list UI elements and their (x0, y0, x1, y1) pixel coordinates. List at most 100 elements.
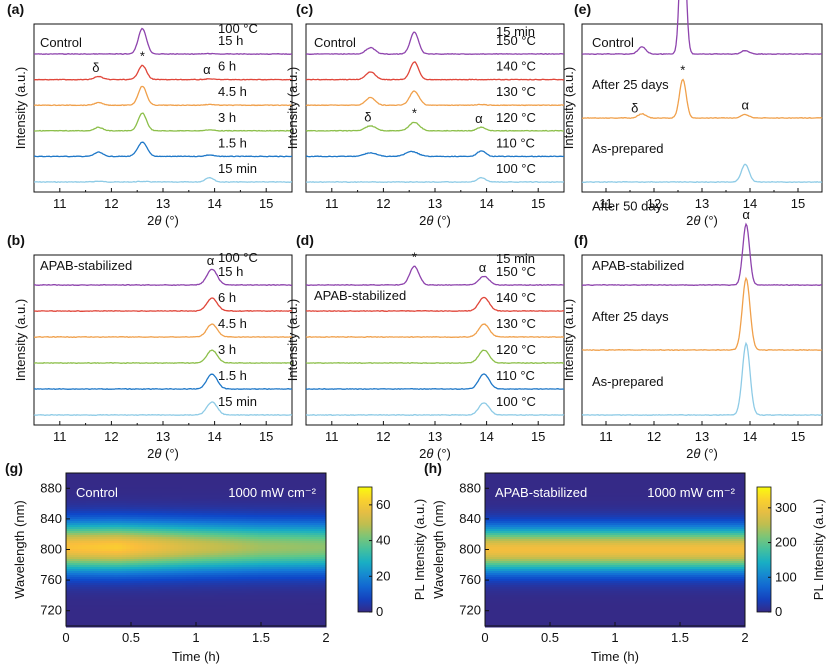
y-tick-label: 720 (459, 603, 481, 618)
x-tick-label: 0 (62, 630, 69, 645)
x-tick-label: 0.5 (541, 630, 559, 645)
heatmap-condition: 1000 mW cm⁻² (228, 485, 316, 500)
series-label: After 50 days (592, 198, 669, 213)
panel-label: (d) (296, 232, 314, 248)
series-label: 4.5 h (218, 84, 247, 99)
trace-as-prepared (581, 163, 823, 184)
y-axis-label: Wavelength (nm) (431, 500, 446, 599)
x-tick-label: 14 (207, 196, 221, 211)
xrd-panel-2: 100 °C 110 °C 120 °C 130 °C 140 °C 150 °C15 m… (285, 1, 565, 228)
series-label: 100 °C (496, 394, 536, 409)
peak-annotation: α (203, 62, 211, 77)
x-tick-label: 11 (599, 196, 613, 211)
x-axis-label: 2θ (°) (419, 446, 451, 461)
peak-annotation: * (412, 249, 417, 264)
x-tick-label: 15 (791, 196, 805, 211)
series-label: 3 h (218, 342, 236, 357)
series-label: 130 °C (496, 84, 536, 99)
trace-140-c (306, 296, 564, 313)
trace-1-5-h (33, 373, 293, 391)
peak-annotation: α (207, 253, 215, 268)
heatmap-condition: 1000 mW cm⁻² (647, 485, 735, 500)
trace-130-c (305, 323, 564, 339)
series-label: 6 h (218, 59, 236, 74)
colorbar-tick-label: 60 (376, 497, 390, 512)
panel-title: APAB-stabilized (40, 258, 132, 273)
xrd-panel-5: As-prepared After 25 days After 50 days APA… (561, 198, 823, 461)
trace-1-5-h (34, 141, 293, 158)
heatmap-title: Control (76, 485, 118, 500)
y-tick-label: 880 (40, 480, 62, 495)
x-tick-label: 12 (104, 196, 118, 211)
x-tick-label: 15 (791, 429, 805, 444)
panel-title: Control (40, 35, 82, 50)
x-tick-label: 14 (207, 429, 221, 444)
colorbar-tick-label: 20 (376, 568, 390, 583)
y-axis-label: Intensity (a.u.) (285, 299, 300, 381)
x-tick-label: 2 (741, 630, 748, 645)
y-axis-label: Intensity (a.u.) (13, 67, 28, 149)
colorbar-tick-label: 300 (775, 500, 797, 515)
x-tick-label: 13 (428, 429, 442, 444)
y-tick-label: 840 (40, 511, 62, 526)
peak-annotation: δ (631, 100, 638, 115)
panel-label: (a) (7, 1, 24, 17)
trace-100-c (306, 402, 565, 417)
peak-annotation: α (741, 97, 749, 112)
x-tick-label: 15 (259, 429, 273, 444)
y-tick-label: 840 (459, 511, 481, 526)
x-axis-label: Time (h) (591, 649, 639, 664)
colorbar-tick-label: 40 (376, 533, 390, 548)
series-label: 110 °C (496, 368, 535, 383)
series-label: As-prepared (592, 374, 664, 389)
x-tick-label: 1 (611, 630, 618, 645)
series-label: After 25 days (592, 77, 669, 92)
series-label: 1.5 h (218, 368, 247, 383)
panel-header: 100 °C (218, 250, 258, 265)
panel-label: (g) (5, 460, 23, 476)
y-axis-label: Intensity (a.u.) (285, 67, 300, 149)
series-label: 110 °C (496, 135, 535, 150)
colorbar (357, 486, 373, 613)
x-tick-label: 0 (481, 630, 488, 645)
trace-120-c (305, 121, 564, 132)
x-tick-label: 12 (376, 429, 390, 444)
trace-6-h (33, 297, 293, 313)
x-tick-label: 2 (322, 630, 329, 645)
x-tick-label: 1.5 (671, 630, 689, 645)
series-label: 120 °C (496, 342, 536, 357)
x-tick-label: 13 (695, 196, 709, 211)
y-tick-label: 800 (459, 542, 481, 557)
x-tick-label: 14 (743, 196, 757, 211)
panel-label: (h) (424, 460, 442, 476)
panel-header: 15 min (496, 251, 535, 266)
series-label: 120 °C (496, 110, 536, 125)
trace-3-h (33, 349, 292, 365)
panel-title: APAB-stabilized (592, 258, 684, 273)
trace-150-c (305, 31, 565, 56)
trace-after-25-days (581, 78, 823, 120)
x-tick-label: 12 (647, 196, 661, 211)
x-tick-label: 15 (531, 429, 545, 444)
xrd-panel-3: 100 °C 110 °C 120 °C 130 °C 140 °C 150 °C15 m… (285, 232, 565, 461)
series-label: 130 °C (496, 316, 536, 331)
x-axis-label: 2θ (°) (419, 213, 451, 228)
peak-annotation: * (412, 105, 417, 120)
heatmap-cells (66, 473, 327, 628)
trace-150-c (305, 265, 565, 287)
series-label: 15 min (218, 394, 257, 409)
series-label: 1.5 h (218, 135, 247, 150)
peak-annotation: δ (364, 109, 371, 124)
x-tick-label: 1 (192, 630, 199, 645)
panel-label: (f) (574, 232, 588, 248)
panel-label: (b) (7, 232, 25, 248)
trace-4-5-h (33, 323, 292, 338)
series-label: 100 °C (496, 161, 536, 176)
x-tick-label: 14 (479, 429, 493, 444)
panel-label: (e) (574, 1, 591, 17)
panel-title: Control (314, 35, 356, 50)
heatmap-panel-6: Control 1000 mW cm⁻² 0 0.5 1 1.5 2 720 760 800 840… (5, 460, 427, 664)
series-label: 4.5 h (218, 316, 247, 331)
x-tick-label: 12 (376, 196, 390, 211)
